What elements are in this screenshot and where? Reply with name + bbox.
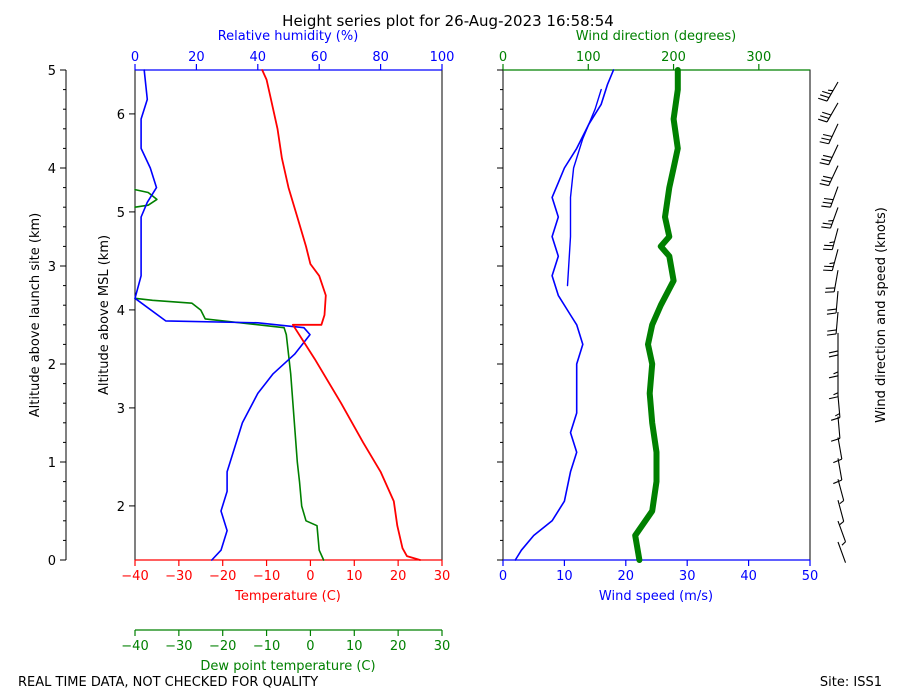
wind-barb: [821, 186, 839, 208]
wdir-tick-label: 300: [746, 50, 771, 65]
temperature-tick-label: 30: [434, 569, 451, 584]
rh-tick-label: 60: [311, 50, 328, 65]
wind-barb: [826, 291, 839, 315]
rh-tick-label: 100: [430, 50, 455, 65]
wdir-tick-label: 100: [576, 50, 601, 65]
dewpoint-tick-label: −20: [209, 639, 236, 654]
msl-altitude-tick-label: 6: [117, 108, 125, 123]
wind-panel: 0 100 200 300 0 10 20 30 40 50 Wind direction (de…: [497, 29, 889, 604]
temperature-tick-label: 20: [390, 569, 407, 584]
outer-altitude-tick-label: 1: [48, 456, 56, 471]
wdir-tick-label: 0: [499, 50, 507, 65]
wspd-tick-label: 20: [618, 569, 635, 584]
temperature-tick-label: −30: [165, 569, 192, 584]
wind-barb: [823, 228, 839, 251]
outer-altitude-tick-label: 0: [48, 554, 56, 569]
wspd-tick-label: 30: [679, 569, 696, 584]
outer-altitude-tick-label: 2: [48, 358, 56, 373]
dewpoint-tick-label: −40: [121, 639, 148, 654]
temperature-tick-label: −10: [253, 569, 280, 584]
barb-axis-label: Wind direction and speed (knots): [874, 207, 889, 423]
dewpoint-tick-label: 0: [306, 639, 314, 654]
dewpoint-tick-label: 30: [434, 639, 451, 654]
wind-barb: [830, 395, 841, 421]
temperature-line: [261, 69, 422, 561]
thermo-plot-frame: [134, 69, 443, 561]
wind-barb: [818, 81, 839, 102]
wind-series-layer: [514, 67, 681, 563]
msl-altitude-tick-label: 2: [117, 500, 125, 515]
wind-barbs-layer: [818, 81, 847, 563]
rh-line: [134, 69, 311, 561]
thermo-ticks-layer: 0 20 40 60 80 100−40 −30 −20 −10 0 10 20 30−40 −30 −20…: [48, 50, 455, 654]
wind-barb: [837, 520, 847, 546]
wspd-tick-label: 10: [556, 569, 573, 584]
msl-altitude-tick-label: 3: [117, 402, 125, 417]
wind-barb: [819, 144, 839, 166]
dewpoint-tick-label: 20: [390, 639, 407, 654]
msl-altitude-tick-label: 5: [117, 206, 125, 221]
rh-tick-label: 20: [188, 50, 205, 65]
wind-barb: [830, 416, 841, 442]
rh-tick-label: 0: [131, 50, 139, 65]
wind-barb: [819, 165, 839, 187]
dewpoint-upper-line: [134, 188, 158, 208]
wdir-axis-label: Wind direction (degrees): [576, 29, 736, 44]
dewpoint-line: [134, 297, 325, 561]
wind-barb: [823, 249, 839, 272]
wind-barb: [824, 270, 839, 293]
outer-altitude-tick-label: 3: [48, 260, 56, 275]
outer-altitude-tick-label: 5: [48, 64, 56, 79]
dewpoint-tick-label: 10: [346, 639, 363, 654]
dewpoint-tick-label: −30: [165, 639, 192, 654]
wind-ticks-layer: 0 100 200 300 0 10 20 30 40 50: [497, 50, 818, 584]
wind-speed-descent-line: [566, 88, 602, 287]
thermo-panel: 0 20 40 60 80 100−40 −30 −20 −10 0 10 20 30−40 −30 −20…: [28, 29, 454, 674]
wspd-axis-label: Wind speed (m/s): [599, 589, 713, 604]
dewpoint-axis-label: Dew point temperature (C): [200, 659, 375, 674]
footer-site: Site: ISS1: [820, 675, 882, 690]
wind-direction-line: [632, 67, 681, 563]
chart-title: Height series plot for 26-Aug-2023 16:58…: [282, 12, 614, 30]
temperature-tick-label: 10: [346, 569, 363, 584]
wind-barb: [828, 374, 839, 400]
wind-barb: [821, 207, 839, 229]
wind-barb: [828, 353, 839, 379]
inner-altitude-axis-label: Altitude above MSL (km): [97, 235, 112, 395]
wdir-tick-label: 200: [661, 50, 686, 65]
wind-barb: [819, 123, 839, 145]
wind-speed-line: [514, 69, 615, 561]
rh-axis-label: Relative humidity (%): [218, 29, 359, 44]
wind-barb: [826, 311, 839, 336]
wspd-tick-label: 50: [802, 569, 819, 584]
rh-tick-label: 80: [372, 50, 389, 65]
temperature-tick-label: 0: [306, 569, 314, 584]
wind-barb: [837, 541, 847, 563]
wind-barb: [833, 458, 843, 485]
wind-barb: [837, 500, 845, 525]
dewpoint-tick-label: −10: [253, 639, 280, 654]
wspd-tick-label: 0: [499, 569, 507, 584]
footer-quality-note: REAL TIME DATA, NOT CHECKED FOR QUALITY: [18, 675, 318, 690]
outer-altitude-axis-label: Altitude above launch site (km): [28, 213, 43, 417]
outer-altitude-tick-label: 4: [48, 162, 56, 177]
temperature-axis-label: Temperature (C): [234, 589, 341, 604]
wspd-tick-label: 40: [740, 569, 757, 584]
wind-barb: [833, 437, 843, 464]
temperature-tick-label: −40: [121, 569, 148, 584]
rh-tick-label: 40: [250, 50, 267, 65]
wind-barb: [837, 479, 845, 505]
thermo-series-layer: [134, 69, 422, 561]
wind-barb: [828, 332, 839, 358]
msl-altitude-tick-label: 4: [117, 304, 125, 319]
temperature-tick-label: −20: [209, 569, 236, 584]
wind-barb: [818, 102, 839, 123]
